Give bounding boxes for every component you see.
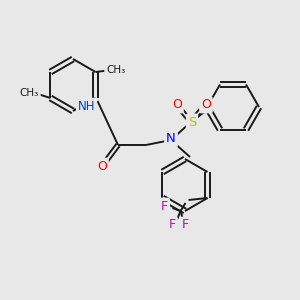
Text: F: F: [182, 218, 189, 232]
Text: F: F: [161, 200, 168, 212]
Text: N: N: [166, 133, 176, 146]
Text: O: O: [97, 160, 107, 172]
Text: F: F: [169, 218, 176, 232]
Text: CH₃: CH₃: [106, 65, 125, 75]
Text: NH: NH: [78, 100, 95, 112]
Text: CH₃: CH₃: [20, 88, 39, 98]
Text: S: S: [188, 116, 196, 128]
Text: O: O: [172, 98, 182, 112]
Text: O: O: [201, 98, 211, 112]
